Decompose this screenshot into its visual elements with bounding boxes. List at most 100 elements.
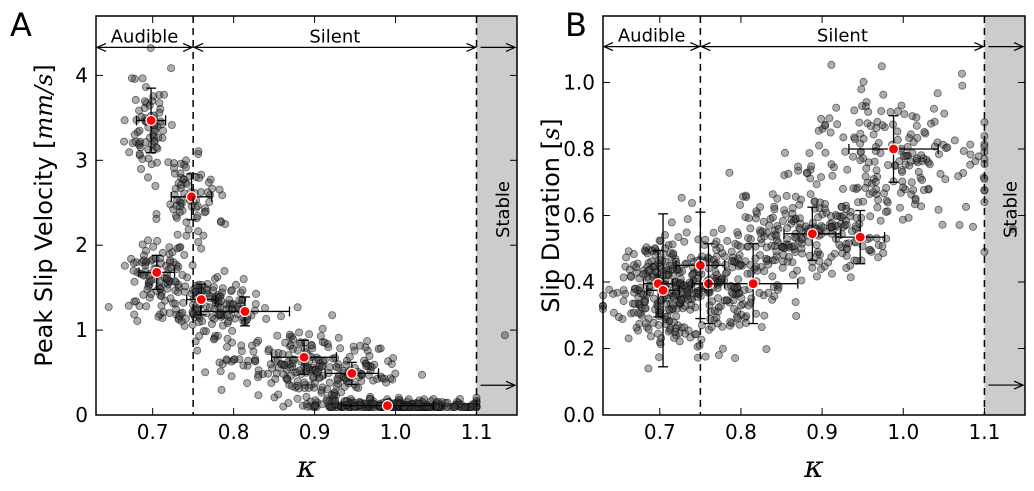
scatter-point xyxy=(866,212,875,221)
scatter-point xyxy=(362,361,371,370)
y-tick-label: 1 xyxy=(75,318,88,342)
scatter-point xyxy=(712,245,721,254)
scatter-point xyxy=(194,227,203,236)
scatter-point xyxy=(969,222,978,231)
scatter-point xyxy=(804,238,813,247)
scatter-point xyxy=(252,338,261,347)
scatter-point xyxy=(731,354,740,363)
scatter-point xyxy=(784,252,793,261)
scatter-point xyxy=(237,347,246,356)
scatter-point xyxy=(882,207,891,216)
scatter-point xyxy=(162,274,171,283)
scatter-point xyxy=(764,260,773,269)
mean-marker xyxy=(887,143,900,155)
scatter-point xyxy=(621,262,630,271)
scatter-point xyxy=(171,211,180,220)
scatter-point xyxy=(732,312,741,321)
scatter-point xyxy=(680,237,689,246)
scatter-point xyxy=(629,308,638,317)
scatter-point xyxy=(293,394,302,403)
arrow-head xyxy=(505,380,517,390)
scatter-point xyxy=(373,374,382,383)
scatter-point xyxy=(120,137,129,146)
scatter-point xyxy=(152,214,161,223)
scatter-point xyxy=(869,130,878,139)
scatter-point xyxy=(252,289,261,298)
scatter-point xyxy=(136,164,145,173)
scatter-point xyxy=(833,212,842,221)
scatter-point xyxy=(741,191,750,200)
scatter-point xyxy=(274,390,283,399)
scatter-point xyxy=(104,302,113,311)
scatter-point xyxy=(609,289,618,298)
scatter-point xyxy=(846,261,855,270)
y-axis-label: Peak Slip Velocity [mm/s] xyxy=(30,64,58,367)
x-tick-label: 1.0 xyxy=(380,420,412,444)
scatter-point xyxy=(668,240,677,249)
y-tick-label: 3 xyxy=(75,148,88,172)
scatter-point xyxy=(293,346,302,355)
scatter-point xyxy=(129,266,138,275)
scatter-point xyxy=(238,295,247,304)
scatter-point xyxy=(839,184,848,193)
arrow-head xyxy=(699,42,711,52)
y-tick-label: 0.8 xyxy=(563,137,595,161)
scatter-point xyxy=(692,329,701,338)
stable-label: Stable xyxy=(1001,181,1022,238)
scatter-point xyxy=(826,128,835,137)
scatter-point xyxy=(669,250,678,259)
y-tick-label: 0.0 xyxy=(563,403,595,427)
scatter-point xyxy=(384,357,393,366)
scatter-point xyxy=(217,218,226,227)
scatter-point xyxy=(168,248,177,257)
scatter-point xyxy=(708,297,717,306)
scatter-point xyxy=(767,241,776,250)
arrow-head xyxy=(1013,42,1025,52)
y-tick-label: 1.0 xyxy=(563,71,595,95)
scatter-point xyxy=(722,296,731,305)
scatter-point xyxy=(305,330,314,339)
scatter-point xyxy=(727,247,736,256)
panel-a: A 0.7 0.8 0.9 1.0 1.1 0 1 2 3 4 Audible Silent S… xyxy=(10,6,518,485)
scatter-point xyxy=(142,302,151,311)
scatter-point xyxy=(221,220,230,229)
scatter-point xyxy=(174,280,183,289)
scatter-point xyxy=(849,184,858,193)
scatter-point xyxy=(295,328,304,337)
scatter-point xyxy=(138,74,147,83)
scatter-point xyxy=(806,190,815,199)
scatter-point xyxy=(790,242,799,251)
scatter-point xyxy=(935,150,944,159)
scatter-point xyxy=(723,268,732,277)
scatter-point xyxy=(858,102,867,111)
scatter-point xyxy=(774,224,783,233)
scatter-point xyxy=(877,107,886,116)
scatter-point xyxy=(355,400,364,409)
x-tick-label: 0.9 xyxy=(299,420,331,444)
scatter-point xyxy=(637,303,646,312)
scatter-point xyxy=(856,129,865,138)
x-tick-label: 1.0 xyxy=(887,420,919,444)
scatter-point xyxy=(817,173,826,182)
scatter-point xyxy=(644,258,653,267)
scatter-point xyxy=(170,169,179,178)
scatter-point xyxy=(217,288,226,297)
scatter-point xyxy=(213,272,222,281)
scatter-point xyxy=(120,261,129,270)
scatter-point xyxy=(254,373,263,382)
scatter-point xyxy=(332,362,341,371)
scatter-point xyxy=(155,108,164,117)
scatter-point xyxy=(681,260,690,269)
scatter-point xyxy=(279,402,288,411)
scatter-point xyxy=(654,329,663,338)
scatter-point xyxy=(329,391,338,400)
scatter-point xyxy=(158,248,167,257)
scatter-point xyxy=(311,401,320,410)
scatter-point xyxy=(797,276,806,285)
scatter-point xyxy=(821,199,830,208)
scatter-point xyxy=(890,161,899,170)
scatter-point xyxy=(790,245,799,254)
scatter-point xyxy=(884,160,893,169)
scatter-point xyxy=(182,218,191,227)
scatter-point xyxy=(220,266,229,275)
